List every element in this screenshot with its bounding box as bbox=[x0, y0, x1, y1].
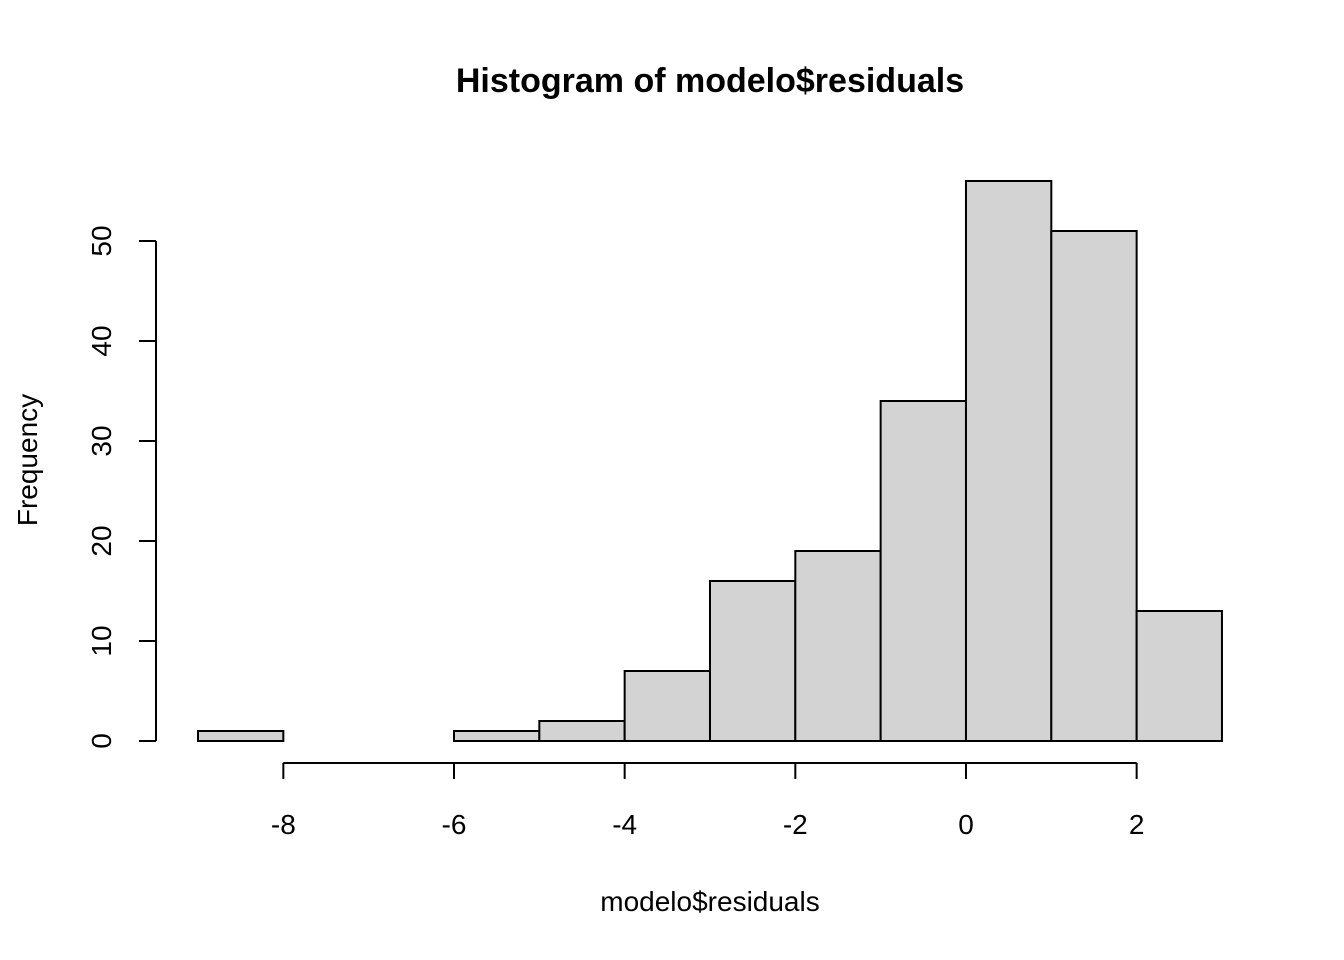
x-tick-label: 0 bbox=[958, 809, 974, 840]
y-tick-label: 50 bbox=[86, 225, 117, 256]
x-axis-label: modelo$residuals bbox=[600, 886, 819, 917]
x-axis: -8 -6 -4 -2 0 2 bbox=[271, 762, 1145, 840]
chart-title: Histogram of modelo$residuals bbox=[456, 62, 964, 100]
x-tick-label: -2 bbox=[783, 809, 808, 840]
y-tick-label: 30 bbox=[86, 425, 117, 456]
bars-group bbox=[197, 180, 1223, 742]
y-tick-label: 0 bbox=[86, 733, 117, 749]
histogram-bar bbox=[538, 720, 626, 742]
y-axis: 0 10 20 30 40 50 bbox=[86, 225, 157, 749]
x-tick-label: 2 bbox=[1129, 809, 1145, 840]
y-axis-label: Frequency bbox=[12, 394, 43, 526]
x-tick-label: -6 bbox=[442, 809, 467, 840]
histogram-bar bbox=[1050, 230, 1138, 742]
x-tick-label: -4 bbox=[612, 809, 637, 840]
histogram-bar bbox=[197, 730, 285, 742]
histogram-bar bbox=[708, 580, 797, 742]
x-tick-label: -8 bbox=[271, 809, 296, 840]
histogram-bar bbox=[879, 400, 967, 742]
histogram-bar bbox=[794, 550, 882, 742]
y-tick-label: 40 bbox=[86, 325, 117, 356]
y-tick-label: 20 bbox=[86, 525, 117, 556]
histogram-bar bbox=[453, 730, 541, 742]
histogram-bar bbox=[623, 670, 711, 742]
y-tick-label: 10 bbox=[86, 625, 117, 656]
histogram-bar bbox=[1135, 610, 1223, 742]
histogram-bar bbox=[964, 180, 1053, 742]
